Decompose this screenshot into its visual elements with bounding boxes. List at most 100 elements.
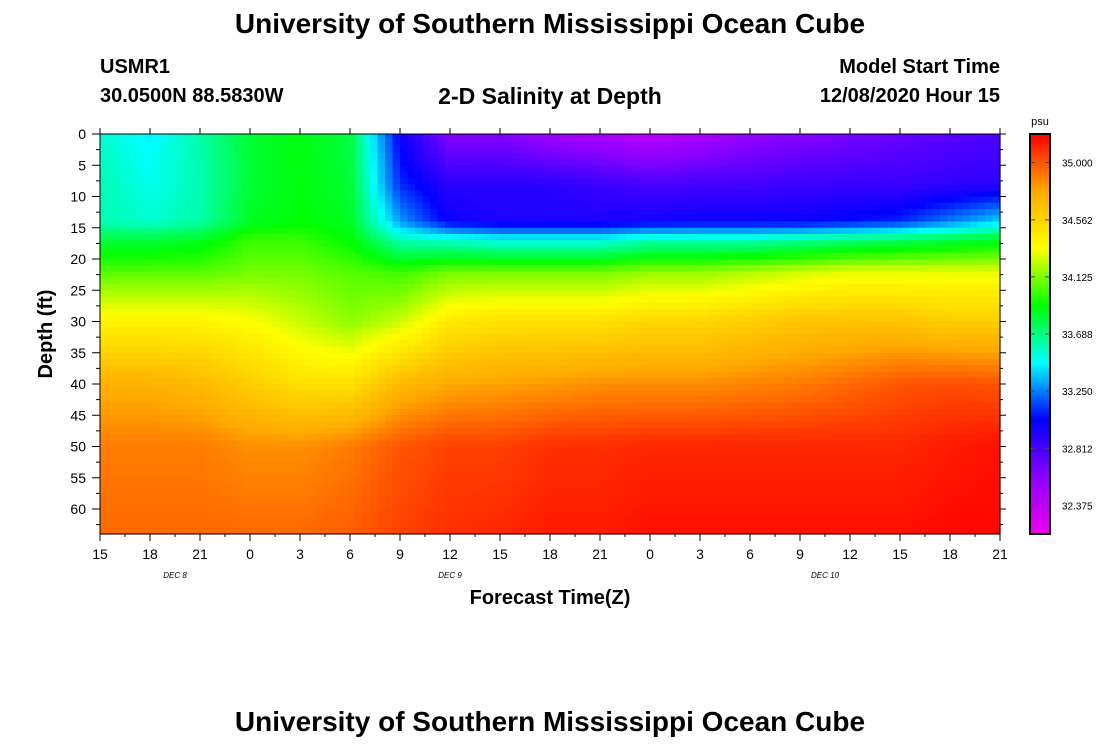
- heatmap-cell: [340, 384, 349, 391]
- heatmap-cell: [355, 146, 364, 154]
- heatmap-cell: [670, 290, 679, 298]
- heatmap-cell: [827, 352, 836, 360]
- heatmap-cell: [827, 302, 836, 310]
- heatmap-cell: [220, 227, 229, 235]
- heatmap-cell: [850, 221, 859, 229]
- heatmap-cell: [460, 309, 469, 316]
- heatmap-cell: [775, 259, 784, 266]
- heatmap-cell: [677, 334, 686, 341]
- heatmap-cell: [602, 371, 611, 379]
- heatmap-cell: [715, 277, 724, 285]
- heatmap-cell: [107, 315, 116, 323]
- heatmap-cell: [985, 134, 994, 141]
- heatmap-cell: [340, 390, 349, 398]
- heatmap-cell: [775, 377, 784, 385]
- heatmap-cell: [475, 365, 484, 373]
- heatmap-cell: [265, 315, 274, 323]
- heatmap-cell: [760, 202, 769, 210]
- heatmap-cell: [985, 327, 994, 335]
- heatmap-cell: [550, 340, 559, 348]
- heatmap-cell: [820, 215, 829, 223]
- heatmap-cell: [257, 196, 266, 204]
- heatmap-cell: [737, 146, 746, 154]
- heatmap-cell: [812, 365, 821, 373]
- heatmap-cell: [280, 296, 289, 304]
- heatmap-cell: [932, 240, 941, 248]
- heatmap-cell: [820, 159, 829, 166]
- heatmap-cell: [152, 165, 161, 173]
- heatmap-cell: [910, 321, 919, 329]
- heatmap-cell: [572, 252, 581, 260]
- heatmap-cell: [130, 202, 139, 210]
- heatmap-cell: [670, 384, 679, 391]
- heatmap-cell: [115, 165, 124, 173]
- heatmap-cell: [497, 309, 506, 316]
- heatmap-cell: [610, 315, 619, 323]
- heatmap-cell: [775, 359, 784, 366]
- heatmap-cell: [932, 302, 941, 310]
- heatmap-cell: [287, 190, 296, 198]
- heatmap-cell: [632, 246, 641, 254]
- heatmap-cell: [775, 340, 784, 348]
- heatmap-cell: [212, 321, 221, 329]
- heatmap-cell: [205, 221, 214, 229]
- heatmap-cell: [430, 159, 439, 166]
- heatmap-cell: [842, 302, 851, 310]
- heatmap-cell: [917, 315, 926, 323]
- heatmap-cell: [377, 277, 386, 285]
- heatmap-cell: [340, 346, 349, 354]
- heatmap-cell: [827, 334, 836, 341]
- heatmap-cell: [100, 184, 109, 191]
- heatmap-cell: [917, 209, 926, 216]
- heatmap-cell: [842, 377, 851, 385]
- heatmap-cell: [490, 202, 499, 210]
- heatmap-cell: [430, 377, 439, 385]
- heatmap-cell: [767, 346, 776, 354]
- heatmap-cell: [565, 215, 574, 223]
- heatmap-cell: [295, 390, 304, 398]
- heatmap-cell: [970, 371, 979, 379]
- heatmap-cell: [295, 171, 304, 179]
- heatmap-cell: [985, 209, 994, 216]
- heatmap-cell: [490, 352, 499, 360]
- heatmap-cell: [520, 290, 529, 298]
- heatmap-cell: [490, 284, 499, 291]
- heatmap-cell: [167, 321, 176, 329]
- heatmap-cell: [955, 221, 964, 229]
- heatmap-cell: [820, 227, 829, 235]
- heatmap-cell: [647, 271, 656, 279]
- heatmap-cell: [655, 259, 664, 266]
- heatmap-cell: [992, 252, 1001, 260]
- heatmap-cell: [490, 346, 499, 354]
- heatmap-cell: [512, 146, 521, 154]
- heatmap-cell: [872, 240, 881, 248]
- heatmap-cell: [962, 215, 971, 223]
- heatmap-cell: [767, 302, 776, 310]
- heatmap-cell: [700, 384, 709, 391]
- heatmap-cell: [422, 184, 431, 191]
- heatmap-cell: [640, 246, 649, 254]
- heatmap-cell: [827, 234, 836, 241]
- heatmap-cell: [572, 340, 581, 348]
- heatmap-cell: [512, 196, 521, 204]
- heatmap-cell: [670, 340, 679, 348]
- heatmap-cell: [887, 302, 896, 310]
- heatmap-cell: [625, 377, 634, 385]
- heatmap-cell: [100, 352, 109, 360]
- heatmap-cell: [947, 146, 956, 154]
- heatmap-cell: [497, 259, 506, 266]
- heatmap-cell: [317, 327, 326, 335]
- heatmap-cell: [580, 246, 589, 254]
- heatmap-cell: [347, 184, 356, 191]
- heatmap-cell: [145, 340, 154, 348]
- heatmap-cell: [167, 246, 176, 254]
- heatmap-cell: [302, 177, 311, 185]
- heatmap-cell: [962, 246, 971, 254]
- heatmap-cell: [857, 315, 866, 323]
- heatmap-cell: [865, 165, 874, 173]
- heatmap-cell: [452, 359, 461, 366]
- heatmap-cell: [737, 334, 746, 341]
- heatmap-cell: [632, 152, 641, 160]
- heatmap-cell: [452, 134, 461, 141]
- heatmap-cell: [100, 227, 109, 235]
